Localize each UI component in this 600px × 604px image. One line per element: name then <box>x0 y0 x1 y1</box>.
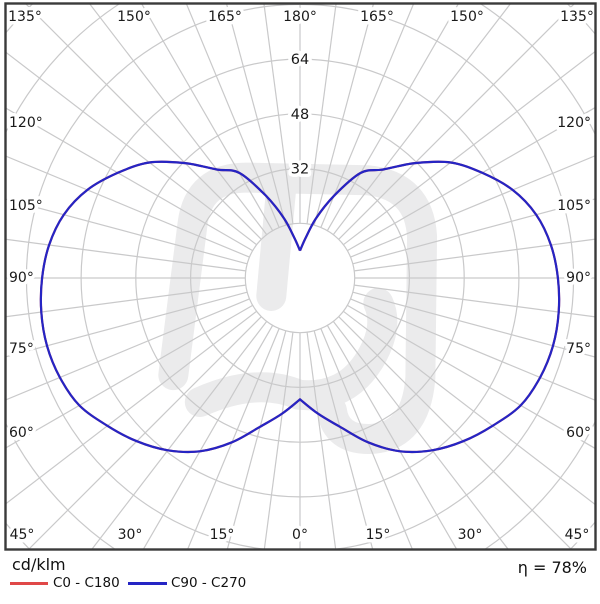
angle-label-left: 105° <box>9 198 43 214</box>
angle-label-right: 120° <box>557 115 591 131</box>
grid-spoke <box>354 284 596 318</box>
grid-spoke <box>24 3 262 240</box>
grid-spoke <box>5 238 246 272</box>
grid-spoke <box>27 316 262 550</box>
angle-label-top: 135° <box>8 9 42 25</box>
grid-spoke <box>186 328 280 550</box>
grid-spoke <box>306 332 337 550</box>
grid-spoke <box>350 298 596 402</box>
angle-label-bottom: 45° <box>565 527 590 543</box>
angle-label-bottom: 45° <box>10 527 35 543</box>
curve-c90-c270 <box>39 160 561 454</box>
grid-spoke <box>5 198 248 265</box>
angle-label-top: 165° <box>208 9 242 25</box>
legend-label-c0-c180: C0 - C180 <box>53 575 120 591</box>
radial-tick-label: 32 <box>291 162 309 178</box>
grid-spoke <box>347 106 596 252</box>
unit-label: cd/klm <box>12 555 66 574</box>
angle-label-left: 75° <box>9 341 34 357</box>
angle-label-left: 60° <box>9 425 34 441</box>
angle-label-top: 180° <box>283 9 317 25</box>
grid-spoke <box>140 3 274 231</box>
angle-label-left: 120° <box>9 115 43 131</box>
angle-label-bottom: 15° <box>210 527 235 543</box>
grid-spoke <box>88 3 268 235</box>
watermark-logo <box>158 162 438 455</box>
grid-spoke <box>338 3 576 240</box>
grid-spoke <box>5 155 250 258</box>
grid-spoke <box>5 298 250 401</box>
grid-spoke <box>313 3 375 226</box>
angle-label-top: 135° <box>560 9 594 25</box>
grid-spoke <box>142 325 274 550</box>
angle-label-bottom: 30° <box>458 527 483 543</box>
angle-label-right: 60° <box>566 425 591 441</box>
grid-spoke <box>185 3 280 228</box>
efficiency-value: η = 78% <box>517 558 587 577</box>
angle-label-top: 150° <box>117 9 151 25</box>
grid-spoke <box>338 316 573 550</box>
chart-border <box>4 2 597 551</box>
grid-spoke <box>350 154 596 258</box>
angle-label-right: 90° <box>566 270 591 286</box>
angle-label-bottom: 30° <box>118 527 143 543</box>
grid-spoke <box>5 107 253 252</box>
grid-spoke <box>320 328 414 550</box>
grid-spoke <box>313 330 374 550</box>
angle-label-top: 165° <box>360 9 394 25</box>
grid-spoke <box>5 310 257 505</box>
angle-label-right: 75° <box>566 341 591 357</box>
grid-spoke <box>326 325 458 550</box>
angle-label-right: 105° <box>557 198 591 214</box>
grid-spoke <box>263 332 294 550</box>
grid-spoke <box>226 330 287 550</box>
grid-spoke <box>343 310 596 506</box>
grid-spoke <box>352 198 596 265</box>
grid-spoke <box>263 3 294 224</box>
radial-tick-label: 48 <box>291 107 309 123</box>
legend: C0 - C180 C90 - C270 <box>0 575 600 595</box>
angle-label-bottom: 15° <box>366 527 391 543</box>
grid-spoke <box>90 321 268 550</box>
grid-spoke <box>332 3 512 235</box>
legend-label-c90-c270: C90 - C270 <box>171 575 247 591</box>
grid-spoke <box>225 3 287 226</box>
legend-line-c0-c180 <box>10 582 48 585</box>
grid-spoke <box>332 321 510 550</box>
radial-tick-label: 64 <box>291 52 309 68</box>
angle-label-top: 150° <box>450 9 484 25</box>
grid-spoke <box>354 238 596 272</box>
grid-spoke <box>343 50 596 246</box>
legend-line-c90-c270 <box>128 582 167 585</box>
grid-spoke <box>5 51 257 246</box>
grid-spoke <box>5 304 253 449</box>
angle-label-left: 90° <box>9 270 34 286</box>
grid-spoke <box>306 3 337 224</box>
grid-spoke <box>326 3 460 231</box>
angle-label-bottom: 0° <box>292 527 308 543</box>
grid-spoke <box>5 284 246 318</box>
grid-spoke <box>347 304 596 450</box>
grid-spoke <box>320 3 415 228</box>
